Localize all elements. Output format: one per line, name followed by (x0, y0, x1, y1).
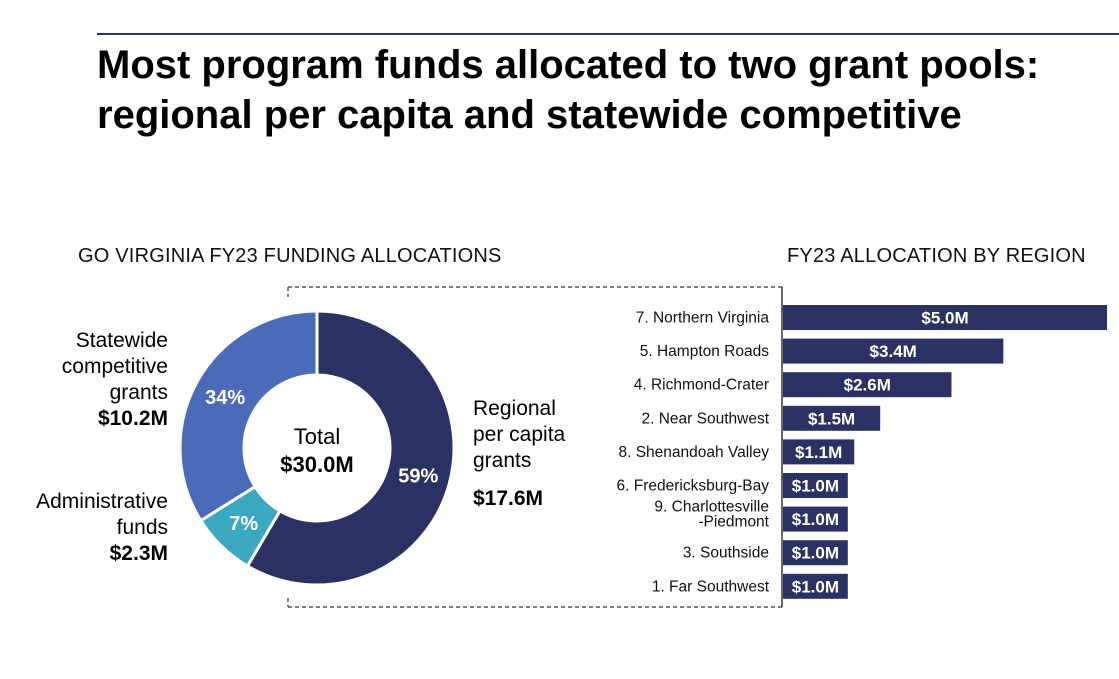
page-title: Most program funds allocated to two gran… (97, 40, 1039, 140)
bar-chart: $5.0M 7. Northern Virginia $3.4M 5. Hampton… (617, 305, 1107, 599)
donut-center-value: $30.0M (280, 452, 353, 477)
region-label: -Piedmont (698, 514, 769, 531)
admin-label-line: funds (116, 516, 168, 539)
region-label: 9. Charlottesville (654, 499, 769, 516)
region-label: 7. Northern Virginia (636, 310, 770, 327)
statewide-label-line: grants (109, 381, 168, 404)
bar-7 (783, 506, 848, 532)
bar-5 (783, 439, 855, 465)
bar-value-label: $2.6M (844, 376, 891, 395)
statewide-amount: $10.2M (97, 407, 168, 430)
connector-bracket (287, 286, 783, 608)
region-label: 6. Fredericksburg-Bay (617, 478, 770, 495)
region-label: 2. Near Southwest (641, 410, 769, 427)
regional-label-line: Regional (473, 397, 556, 420)
admin-label: Administrative funds $2.3M (36, 489, 168, 567)
page-title-line-2: regional per capita and statewide compet… (97, 93, 962, 137)
bar-value-label: $1.0M (792, 577, 839, 596)
donut-percent-statewide: 34% (205, 387, 245, 409)
statewide-label-line: Statewide (75, 329, 168, 352)
bar-value-label: $1.0M (792, 477, 839, 496)
bar-1 (783, 305, 1107, 330)
bar-chart-title: FY23 ALLOCATION BY REGION (787, 245, 1086, 267)
bar-6 (783, 473, 848, 498)
bar-value-label: $1.0M (792, 510, 839, 529)
donut-slice-regional (245, 309, 456, 587)
region-label: 8. Shenandoah Valley (618, 444, 769, 461)
bar-value-label: $3.4M (870, 342, 917, 361)
donut-percent-admin: 7% (229, 513, 258, 535)
top-rule (97, 33, 1119, 35)
region-label: 3. Southside (683, 545, 769, 562)
bar-4 (783, 405, 881, 431)
bar-3 (783, 372, 952, 398)
bar-9 (783, 573, 848, 599)
donut-percent-regional: 59% (398, 466, 438, 488)
bar-value-label: $5.0M (921, 309, 968, 328)
donut-chart: 59% 7% 34% Total $30.0M (178, 309, 456, 587)
region-label: 5. Hampton Roads (640, 343, 769, 360)
admin-amount: $2.3M (109, 542, 168, 565)
page-title-line-1: Most program funds allocated to two gran… (97, 43, 1040, 87)
bar-8 (783, 540, 848, 566)
regional-amount: $17.6M (473, 487, 544, 510)
statewide-label-line: competitive (61, 355, 168, 378)
region-label: 1. Far Southwest (652, 578, 770, 595)
regional-label-line: grants (473, 449, 532, 472)
admin-label-line: Administrative (36, 490, 168, 513)
bar-value-label: $1.1M (795, 443, 842, 462)
bar-2 (783, 338, 1004, 364)
statewide-label: Statewide competitive grants $10.2M (62, 328, 168, 432)
regional-label: Regional per capita grants $17.6M (473, 396, 565, 512)
donut-center-label: Total (294, 424, 340, 449)
region-label: 4. Richmond-Crater (634, 377, 769, 394)
donut-chart-title: GO VIRGINIA FY23 FUNDING ALLOCATIONS (78, 245, 502, 267)
bar-value-label: $1.0M (792, 544, 839, 563)
donut-slice-statewide (178, 309, 319, 523)
regional-label-line: per capita (473, 423, 566, 446)
bar-value-label: $1.5M (808, 409, 855, 428)
